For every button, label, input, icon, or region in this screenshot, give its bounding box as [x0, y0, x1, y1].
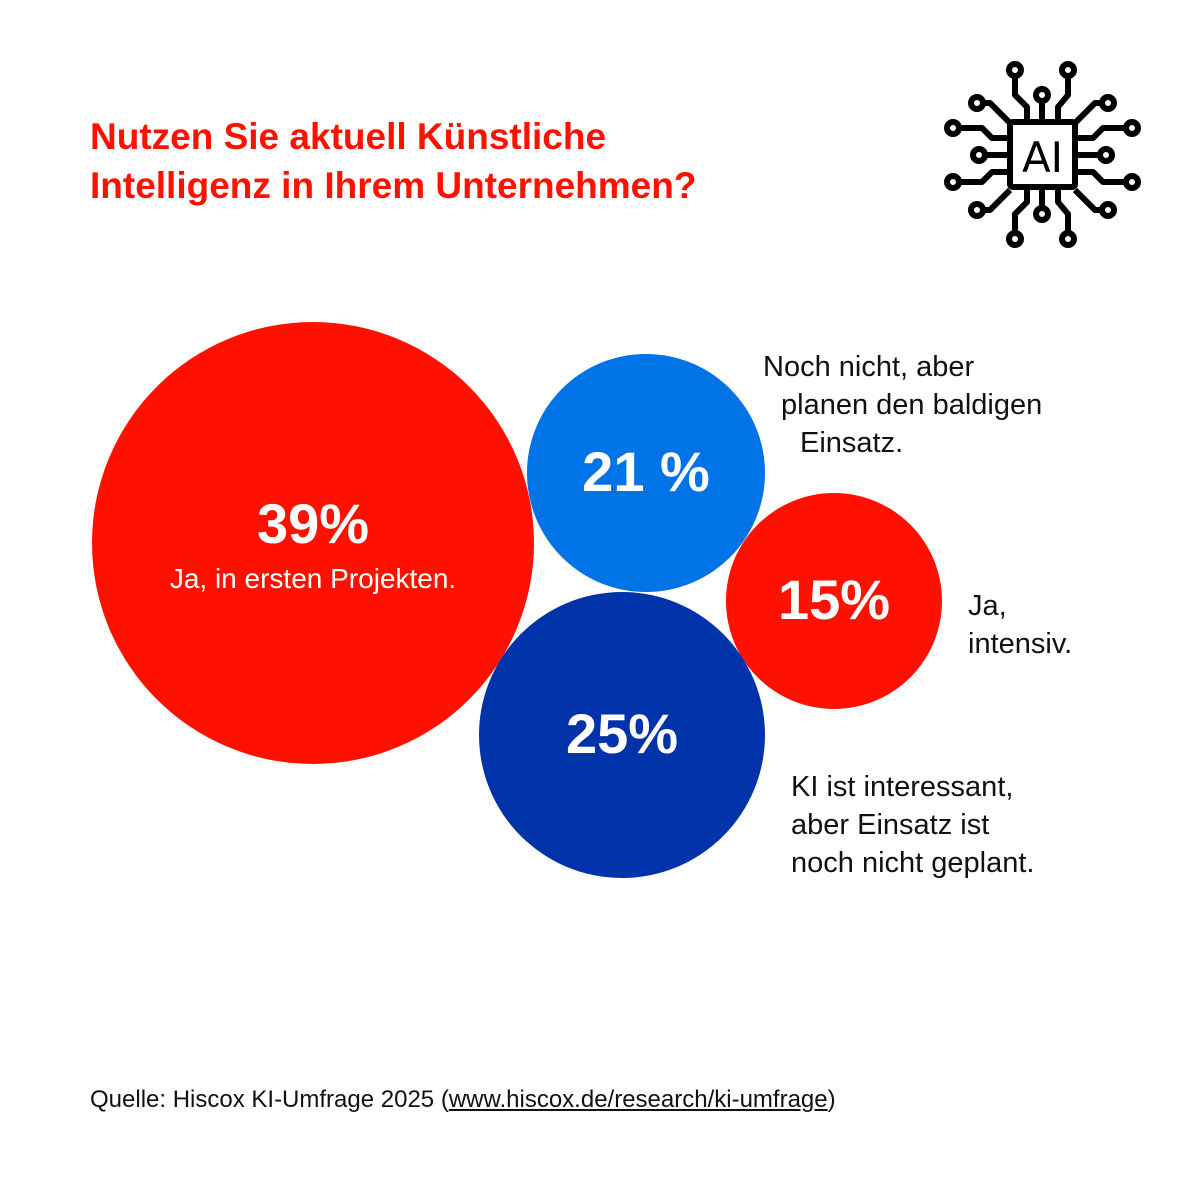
label-line: KI ist interessant,: [791, 771, 1014, 803]
label-intensiv: Ja, intensiv.: [968, 587, 1072, 663]
bubble-1: [527, 354, 765, 592]
source-note: Quelle: Hiscox KI-Umfrage 2025 (www.hisc…: [90, 1086, 836, 1114]
label-interessant: KI ist interessant, aber Einsatz ist noc…: [791, 768, 1034, 882]
label-line: intensiv.: [968, 628, 1073, 660]
bubble-2: [726, 493, 942, 709]
source-link[interactable]: www.hiscox.de/research/ki-umfrage: [448, 1086, 828, 1113]
bubble-0: [92, 322, 534, 764]
label-line: Einsatz.: [800, 427, 904, 459]
bubble-value-label: 25%: [566, 702, 678, 765]
label-line: Noch nicht, aber: [763, 351, 975, 383]
label-line: planen den baldigen: [781, 389, 1043, 421]
bubble-value-label: 21 %: [582, 440, 710, 503]
title-line-1: Nutzen Sie aktuell Künstliche: [90, 116, 607, 157]
chart-title: Nutzen Sie aktuell Künstliche Intelligen…: [90, 112, 696, 210]
ai-icon-text: AI: [1022, 133, 1063, 182]
label-line: noch nicht geplant.: [791, 847, 1035, 879]
ai-chip-icon: AI: [944, 61, 1141, 248]
title-line-2: Intelligenz in Ihrem Unternehmen?: [90, 165, 697, 206]
bubble-value-label: 15%: [778, 568, 890, 631]
source-suffix: ): [827, 1086, 836, 1113]
bubble-category-label: Ja, in ersten Projekten.: [170, 563, 456, 594]
label-line: Ja,: [968, 590, 1007, 622]
label-planen: Noch nicht, aber planen den baldigen Ein…: [763, 348, 1042, 462]
bubble-3: [479, 592, 765, 878]
bubble-value-label: 39%: [257, 492, 369, 555]
source-text: Quelle: Hiscox KI-Umfrage 2025 (: [90, 1086, 449, 1113]
label-line: aber Einsatz ist: [791, 809, 990, 841]
